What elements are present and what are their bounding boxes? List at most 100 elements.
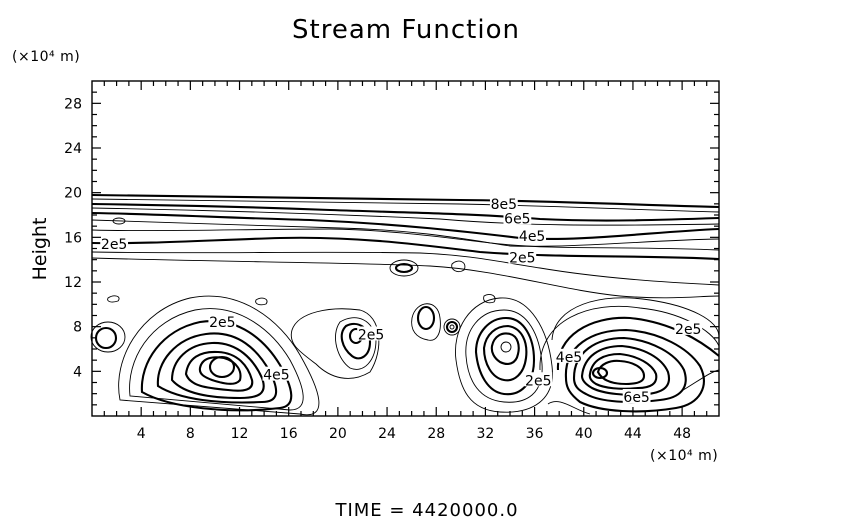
contour-label: 2e5 <box>358 327 384 343</box>
contour-label-bg <box>100 236 129 251</box>
contour-band-thin <box>91 257 720 299</box>
contour-small-cell <box>445 320 459 334</box>
contour-label: 4e5 <box>556 350 582 366</box>
y-tick-label: 16 <box>64 230 82 246</box>
contour-band-8e5 <box>91 193 720 209</box>
x-tick-label: 4 <box>137 426 146 442</box>
y-tick-label: 28 <box>64 96 82 112</box>
contour-label-bg <box>262 366 291 381</box>
contour-label: 2e5 <box>675 322 701 338</box>
contour-band-2e5 <box>91 236 720 261</box>
contour-right-vortex <box>547 401 591 415</box>
contour-band-thin <box>91 251 720 286</box>
contour-label: 2e5 <box>209 315 235 331</box>
contour-band-thin <box>91 219 720 247</box>
x-axis-unit: (×10⁴ m) <box>650 448 718 464</box>
contour-small <box>483 293 496 304</box>
contour-band-thin <box>91 228 720 251</box>
x-tick-label: 40 <box>575 426 593 442</box>
contour-lines <box>90 193 720 416</box>
contour-small <box>255 297 268 306</box>
contour-mid-cell <box>290 308 380 379</box>
contour-label-bg <box>524 372 553 387</box>
contour-label: 6e5 <box>623 390 649 406</box>
contour-right-vortex <box>580 344 670 396</box>
y-tick-label: 20 <box>64 186 82 202</box>
contour-label: 4e5 <box>519 229 545 245</box>
contour-label: 2e5 <box>101 237 127 253</box>
contour-right-vortex <box>539 305 720 371</box>
x-tick-label: 24 <box>378 426 396 442</box>
contour-label-bg <box>357 326 385 341</box>
contour-label-bg <box>503 210 532 225</box>
contour-band-thin <box>91 207 720 226</box>
contour-right-vortex <box>551 297 720 341</box>
contour-right-vortex <box>572 336 687 404</box>
y-tick-label: 12 <box>64 275 82 291</box>
contour-right-vortex <box>556 316 720 371</box>
contour-center-vortex-core <box>500 341 512 353</box>
contour-left-vortex <box>118 295 320 416</box>
contour-left-edge <box>90 321 126 353</box>
contour-left-vortex <box>184 350 254 392</box>
x-tick-label: 44 <box>624 426 642 442</box>
contour-left-vortex-core <box>208 355 236 379</box>
contour-label-bg <box>674 320 703 335</box>
contour-band-thin <box>91 198 720 213</box>
contour-left-edge <box>94 326 118 350</box>
x-tick-label: 36 <box>526 426 544 442</box>
contour-right-vortex <box>679 369 720 393</box>
contour-small-cell <box>449 324 455 330</box>
contour-band-6e5 <box>91 202 720 222</box>
x-tick-label: 12 <box>231 426 249 442</box>
y-tick-label: 24 <box>64 141 82 157</box>
contour-center-vortex <box>482 324 528 382</box>
x-tick-label: 8 <box>186 426 195 442</box>
contour-label: 6e5 <box>504 211 530 227</box>
x-tick-label: 32 <box>476 426 494 442</box>
contour-small-cell <box>416 305 436 331</box>
plot-frame <box>91 80 720 417</box>
contour-small <box>394 262 414 274</box>
contour-right-vortex <box>588 352 658 390</box>
contour-label-bg <box>622 389 651 404</box>
x-tick-label: 20 <box>329 426 347 442</box>
contour-label: 4e5 <box>263 368 289 384</box>
contour-label: 2e5 <box>509 250 535 266</box>
contour-small <box>451 260 466 273</box>
contour-left-vortex <box>170 341 265 400</box>
contour-label-bg <box>508 249 537 264</box>
contour-center-vortex <box>465 309 543 403</box>
contour-mid-cell <box>335 317 377 370</box>
contour-left-vortex <box>140 320 293 412</box>
chart-title: Stream Function <box>292 15 520 45</box>
y-axis-label: Height <box>29 218 51 281</box>
contour-left-vortex <box>129 308 304 411</box>
y-axis-unit: (×10⁴ m) <box>12 49 80 65</box>
contour-right-vortex <box>564 328 705 413</box>
time-readout: TIME = 4420000.0 <box>334 500 518 519</box>
contour-label: 2e5 <box>525 373 551 389</box>
contour-small-cell <box>411 303 441 341</box>
x-tick-label: 16 <box>280 426 298 442</box>
contour-label-bg <box>208 314 237 329</box>
contour-label-bg <box>489 195 518 210</box>
x-axis: 4 8 12 16 20 24 28 32 36 40 44 48 <box>103 81 708 442</box>
contour-small <box>107 295 120 303</box>
contour-center-vortex <box>490 332 520 365</box>
y-tick-label: 4 <box>73 364 82 380</box>
contour-small <box>389 259 419 277</box>
contour-right-vortex-core <box>591 366 609 380</box>
contour-right-vortex <box>596 359 646 386</box>
y-axis: 4 8 12 16 20 24 28 <box>64 91 719 406</box>
contour-left-vortex <box>198 356 242 385</box>
contour-label: 8e5 <box>491 197 517 213</box>
contour-label-bg <box>555 348 583 363</box>
x-tick-label: 48 <box>673 426 691 442</box>
contour-center-vortex <box>474 316 536 396</box>
contour-band-4e5 <box>91 211 720 240</box>
x-tick-label: 28 <box>427 426 445 442</box>
contour-small <box>112 217 126 225</box>
